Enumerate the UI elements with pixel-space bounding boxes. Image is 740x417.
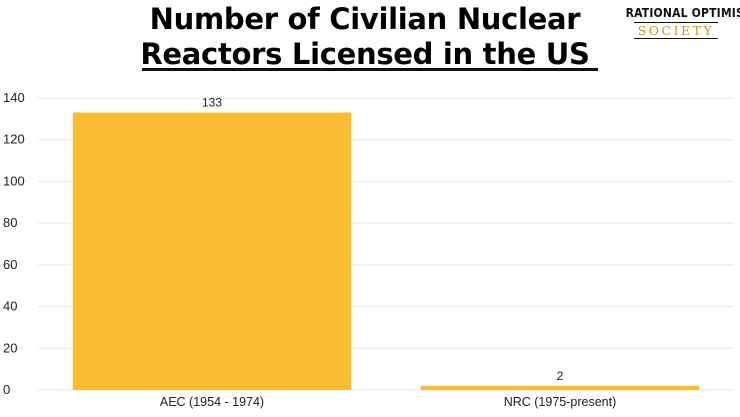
logo-text-bottom: SOCIETY	[633, 22, 719, 39]
x-tick-label: NRC (1975-present)	[504, 395, 617, 409]
chart-title-line-2: Reactors Licensed in the US	[140, 37, 590, 71]
y-tick-label: 20	[3, 340, 17, 355]
chart-title-line-1: Number of Civilian Nuclear	[149, 2, 581, 36]
title-underline	[142, 68, 598, 71]
chart-title: Number of Civilian Nuclear Reactors Lice…	[120, 2, 610, 72]
bar	[420, 385, 700, 390]
bar	[72, 112, 352, 390]
rational-optimist-society-logo: RATIONAL OPTIMIST SOCIETY	[620, 5, 740, 40]
y-tick-label: 100	[3, 173, 25, 188]
data-label: 133	[202, 96, 222, 110]
logo-text-top: RATIONAL OPTIMIST	[625, 6, 740, 20]
y-tick-label: 60	[3, 257, 17, 272]
data-label: 2	[557, 369, 564, 383]
y-tick-label: 140	[3, 90, 25, 105]
y-tick-label: 0	[3, 382, 10, 397]
x-tick-label: AEC (1954 - 1974)	[160, 395, 264, 409]
y-tick-label: 120	[3, 132, 25, 147]
y-tick-label: 80	[3, 215, 17, 230]
y-tick-label: 40	[3, 299, 17, 314]
